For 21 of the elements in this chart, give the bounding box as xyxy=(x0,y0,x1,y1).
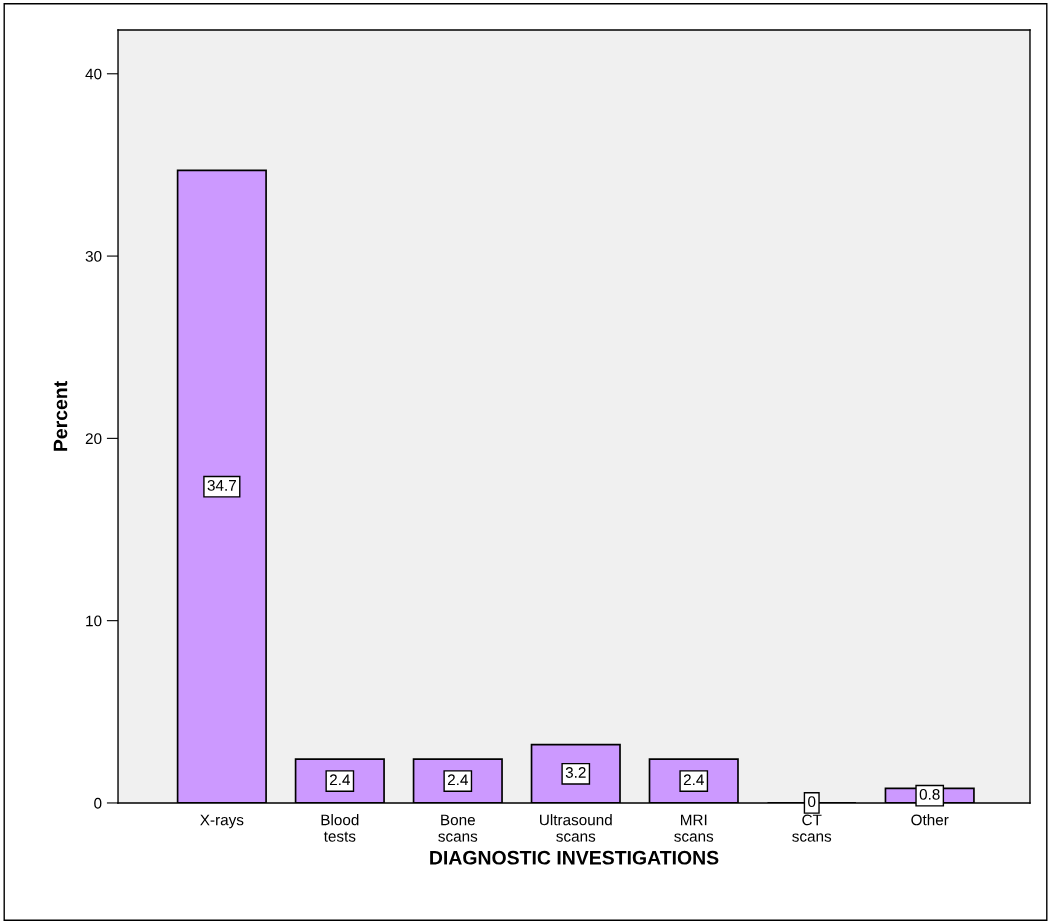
x-tick-label: Ultrasound scans xyxy=(540,814,612,842)
data-label: 0.8 xyxy=(919,788,940,800)
x-tick-label: Blood tests xyxy=(321,814,359,842)
x-tick-label: Other xyxy=(911,814,949,826)
data-label: 2.4 xyxy=(683,774,704,786)
x-tick-label: CT scans xyxy=(792,814,832,842)
y-tick-label: 40 xyxy=(85,68,102,80)
data-label: 2.4 xyxy=(329,774,350,786)
data-label: 2.4 xyxy=(447,774,468,786)
x-axis-title: DIAGNOSTIC INVESTIGATIONS xyxy=(430,850,719,865)
x-tick-label: MRI scans xyxy=(674,814,714,842)
y-axis-title: Percent xyxy=(53,381,68,451)
y-tick-label: 30 xyxy=(85,250,102,262)
x-tick-label: X-rays xyxy=(200,814,244,829)
data-label: 3.2 xyxy=(565,767,586,778)
x-tick-label: Bone scans xyxy=(438,814,478,842)
y-tick-label: 20 xyxy=(85,433,102,445)
data-label: 34.7 xyxy=(207,479,236,491)
data-label: 0 xyxy=(808,796,816,808)
y-tick-label: 0 xyxy=(94,797,102,809)
y-tick-label: 10 xyxy=(86,615,102,627)
